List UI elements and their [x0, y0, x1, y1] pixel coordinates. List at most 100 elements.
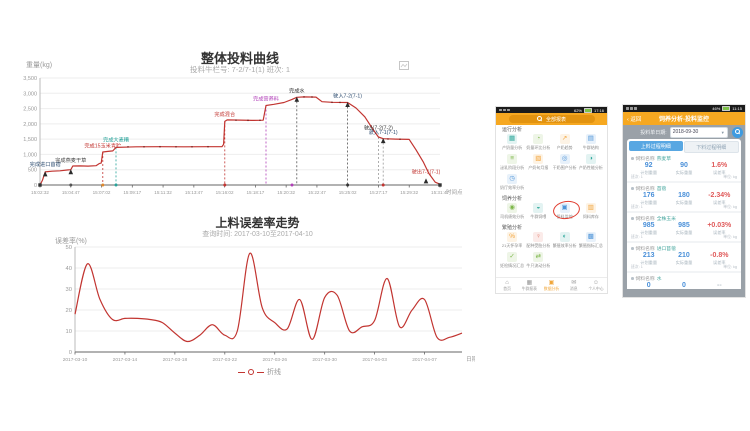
report-grid-row: ◉ 司机绩效分析 ◒ 牛群饲喂 ▣ 投料监控 ▥ 饲料库存: [496, 198, 607, 223]
report-item-percent[interactable]: % 21天怀孕率: [499, 232, 525, 252]
target-icon: ◎: [559, 154, 570, 164]
metric-value: 92: [644, 162, 653, 169]
report-item-check[interactable]: ✓ 妊检情况汇总: [499, 252, 525, 272]
svg-text:15:04:47: 15:04:47: [62, 190, 80, 195]
report-item-target[interactable]: ◎ 干奶围产分析: [552, 154, 578, 174]
annotation-label: 驶入7-2(7-1): [333, 92, 362, 100]
grid-icon: ▤: [585, 134, 596, 144]
svg-text:40: 40: [66, 266, 72, 272]
report-item-chart-bar[interactable]: ▦ 产奶量分析: [499, 134, 525, 154]
svg-text:2,500: 2,500: [23, 107, 37, 113]
detail-tabs: 上料过程明细 下料过程明细: [627, 139, 741, 153]
report-item-venus[interactable]: ♀ 配种受胎分析: [525, 232, 551, 252]
report-item-trend[interactable]: ↗ 产奶趋势: [552, 134, 578, 154]
report-item-label: 产奶性能分析: [578, 164, 603, 170]
report-item-label: 牛群结构: [582, 144, 599, 150]
nav-item-user[interactable]: ☺ 个人中心: [585, 278, 607, 293]
metric-value: -2.34%: [708, 192, 731, 199]
svg-text:0: 0: [69, 350, 72, 356]
report-item-box[interactable]: ▥ 饲料库存: [578, 203, 604, 223]
annotation-label: 完成混合: [214, 110, 236, 118]
svg-text:2017-03-14: 2017-03-14: [113, 357, 138, 363]
signal-icon: [626, 107, 637, 110]
nav-item-home[interactable]: ⌂ 首页: [496, 278, 518, 293]
save-image-icon[interactable]: [399, 57, 409, 70]
svg-text:15:02:32: 15:02:32: [31, 190, 49, 195]
nav-item-folder[interactable]: ▣ 数据分析: [540, 278, 562, 293]
report-item-gauge2[interactable]: ◐ 繁殖效率分析: [552, 232, 578, 252]
report-item-clock[interactable]: ◷ 奶厅效率分析: [499, 174, 525, 194]
report-item-flow[interactable]: ⇄ 牛只流动分析: [525, 252, 551, 272]
report-item-medal[interactable]: ◉ 司机绩效分析: [499, 203, 525, 223]
svg-text:30: 30: [66, 287, 72, 293]
feed-name-label: 饲料名称: [635, 157, 655, 162]
signal-icon: [499, 108, 510, 112]
bowl-icon: ◒: [533, 203, 544, 213]
svg-text:0: 0: [34, 183, 37, 189]
back-button[interactable]: ‹ 返回: [627, 116, 642, 123]
nav-item-table[interactable]: ▦ 牛群报表: [518, 278, 540, 293]
report-item-layers[interactable]: ≡ 泌乳阶段分析: [499, 154, 525, 174]
bullet-icon: [631, 157, 634, 160]
metric-value: 176: [642, 192, 655, 199]
monitor-icon: ▣: [559, 203, 570, 213]
tab-upload-detail[interactable]: 上料过程明细: [629, 141, 683, 151]
clock-icon: ◷: [507, 174, 518, 184]
phone1-statusbar: 62% 17:16: [496, 107, 607, 113]
query-button[interactable]: [732, 126, 743, 138]
clock-text: 11:15: [732, 106, 742, 111]
report-item-label: 饲料库存: [582, 213, 599, 219]
report-item-label: 奶量环比分析: [526, 144, 551, 150]
annotation-label: 完成燕麦干草: [55, 156, 86, 164]
report-item-grid[interactable]: ▤ 牛群结构: [578, 134, 604, 154]
metric-value: +0.03%: [707, 222, 732, 229]
date-select[interactable]: 2018-09-30 ▼: [669, 126, 728, 138]
report-item-chart-pie[interactable]: ◔ 奶量环比分析: [525, 134, 551, 154]
row-footer-right: 单位: kg: [723, 235, 737, 239]
bullet-icon: [631, 217, 634, 220]
phone2-header: ‹ 返回 饲养分析-投料监控: [623, 112, 745, 125]
metric-value: 90: [680, 162, 688, 169]
report-item-label: 产奶量分析: [502, 144, 523, 150]
nav-item-mail[interactable]: ✉ 消息: [563, 278, 585, 293]
section-title: 运行分析: [502, 127, 523, 133]
error-rate-y-axis-name: 误差率(%): [55, 238, 87, 245]
phone1-report-grid: 运行分析 ▦ 产奶量分析 ◔ 奶量环比分析 ↗ 产奶趋势 ▤ 牛群结构 ≡ 泌乳阶段分析 ▧ 产奶旬月报…: [496, 125, 607, 277]
search-input[interactable]: 全部报表: [508, 115, 595, 123]
metric-value: --: [716, 282, 722, 289]
annotation-label: 驶出7-1(7-1): [412, 167, 441, 175]
bullet-icon: [631, 247, 634, 250]
report-item-calendar[interactable]: ▧ 产奶旬月报: [525, 154, 551, 174]
feeding-curve-plot: 0 500 1,000 1,500 2,000 2,500 3,000 3,500 15:02:…: [23, 76, 463, 196]
report-item-monitor[interactable]: ▣ 投料监控: [551, 198, 581, 223]
feed-name-label: 饲料名称: [635, 247, 655, 252]
feeding-curve-y-axis-name: 重量(kg): [26, 62, 53, 69]
annotation-label: 驶入7-1(7-1): [369, 128, 398, 136]
chart-pie-icon: ◔: [533, 134, 544, 144]
report-item-gauge[interactable]: ◑ 产奶性能分析: [578, 154, 604, 174]
layers-icon: ≡: [507, 154, 518, 164]
feed-name-label: 饲料名称: [635, 277, 655, 282]
search-placeholder: 全部报表: [545, 116, 566, 123]
error-rate-title: 上料误差率走势: [215, 216, 300, 230]
svg-text:15:09:17: 15:09:17: [123, 190, 141, 195]
legend-item-line[interactable]: 折线: [238, 367, 281, 377]
feed-name-label: 饲料名称: [635, 187, 655, 192]
mail-icon: ✉: [571, 279, 577, 286]
metric-label: 实际重量: [675, 170, 693, 175]
annotation-label: 完成进口苜蓿: [30, 160, 61, 168]
error-rate-subtitle: 查询时间: 2017-03-10至2017-04-10: [202, 231, 313, 238]
feed-name-label: 饲料名称: [635, 217, 655, 222]
report-item-label: 产奶趋势: [556, 144, 573, 150]
date-filter-label: 投料单日期:: [640, 129, 667, 136]
nav-item-label: 个人中心: [588, 286, 604, 291]
feed-row: 饲料名称 苜蓿 176 计划重量 180 实际重量 -2.34% 误差率 班次: 1 单位: kg: [627, 183, 741, 213]
report-item-bowl[interactable]: ◒ 牛群饲喂: [525, 203, 551, 223]
report-item-chart2[interactable]: ▩ 繁殖指标汇总: [578, 232, 604, 252]
tab-download-detail[interactable]: 下料过程明细: [683, 141, 739, 153]
feed-metric: -0.8% 误差率: [702, 252, 737, 265]
nav-item-label: 消息: [569, 286, 578, 291]
percent-icon: %: [507, 232, 518, 242]
error-rate-series: [74, 252, 463, 343]
